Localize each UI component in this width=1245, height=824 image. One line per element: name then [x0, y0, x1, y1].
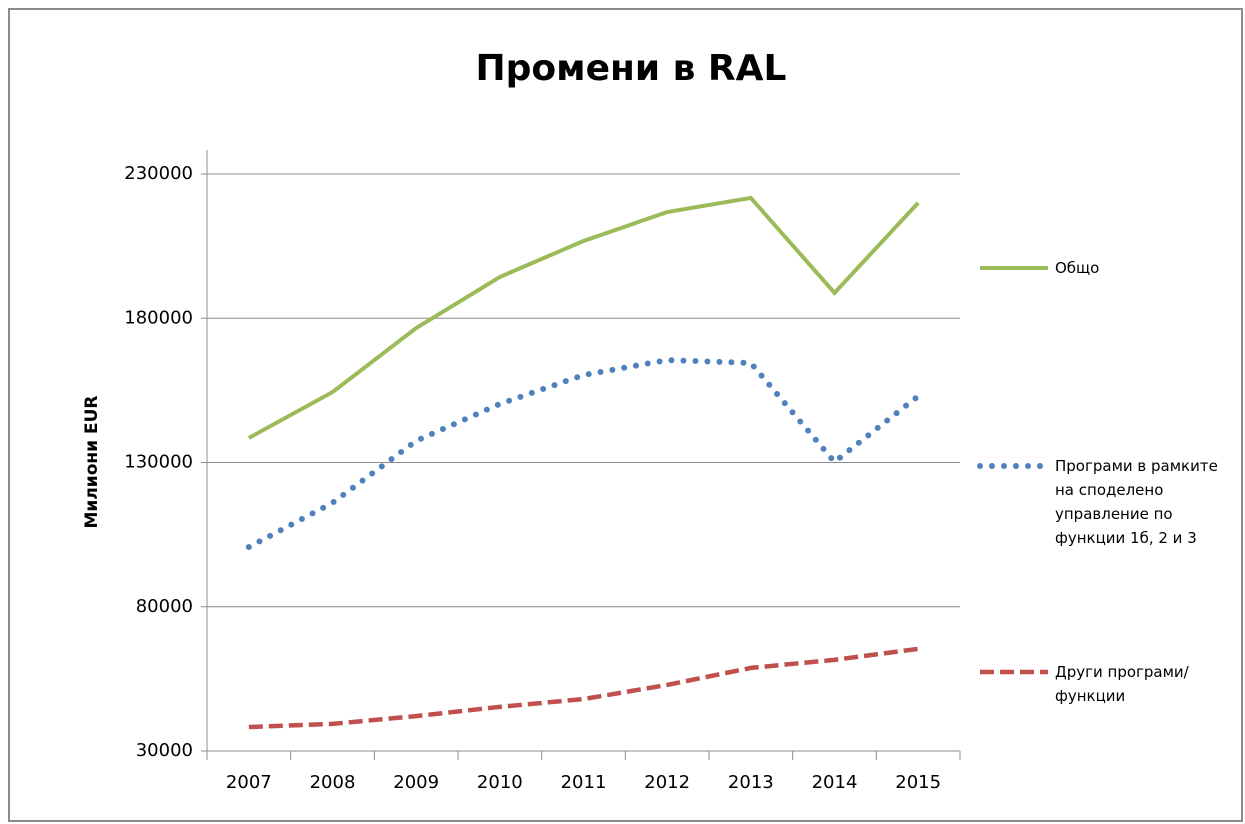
legend-label: Програми в рамките на споделено управлен… [1055, 457, 1218, 547]
series-line [245, 357, 922, 551]
chart-frame [8, 8, 1243, 822]
x-tick-label: 2008 [310, 772, 356, 793]
x-tick-label: 2014 [812, 772, 858, 793]
chart-title: Промени в RAL [476, 48, 787, 89]
series-line [248, 646, 919, 730]
x-tick-label: 2010 [477, 772, 523, 793]
x-tick-label: 2013 [728, 772, 774, 793]
x-tick-label: 2012 [644, 772, 690, 793]
x-tick-label: 2007 [226, 772, 272, 793]
series-line [247, 195, 920, 440]
y-axis-label: Милиони EUR [82, 396, 102, 529]
x-tick-label: 2009 [393, 772, 439, 793]
legend-label: Други програми/функции [1055, 663, 1189, 705]
y-tick-label: 80000 [136, 596, 193, 617]
y-tick-label: 130000 [124, 452, 193, 473]
y-tick-label: 230000 [124, 163, 193, 184]
x-tick-label: 2015 [895, 772, 941, 793]
y-tick-label: 30000 [136, 740, 193, 761]
legend-label: Общо [1055, 259, 1100, 277]
y-tick-label: 180000 [124, 307, 193, 328]
x-tick-label: 2011 [561, 772, 607, 793]
